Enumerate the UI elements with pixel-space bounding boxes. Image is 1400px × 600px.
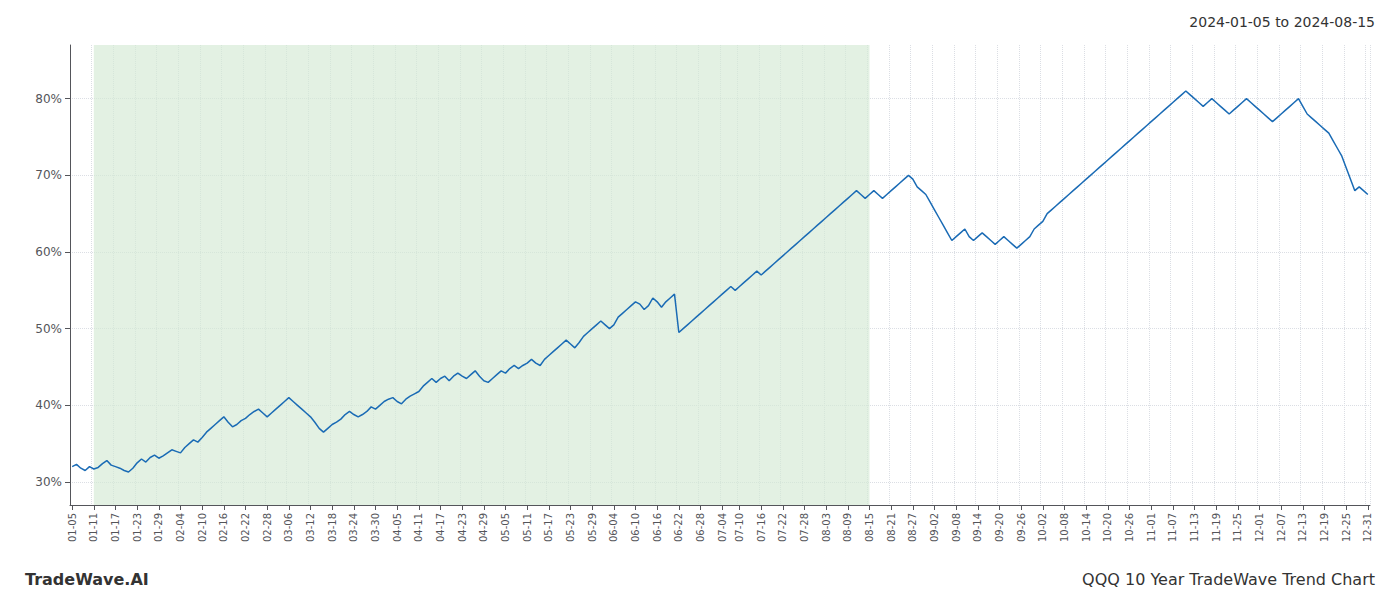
svg-text:07-22: 07-22: [777, 513, 788, 542]
svg-text:06-22: 06-22: [673, 513, 684, 542]
svg-text:QQQ 10 Year TradeWave Trend Ch: QQQ 10 Year TradeWave Trend Chart: [1082, 570, 1375, 589]
svg-text:08-15: 08-15: [864, 513, 875, 542]
svg-text:03-18: 03-18: [327, 513, 338, 542]
svg-text:12-31: 12-31: [1362, 513, 1373, 542]
svg-text:05-11: 05-11: [522, 513, 533, 542]
svg-text:80%: 80%: [35, 92, 62, 106]
svg-text:08-03: 08-03: [821, 513, 832, 542]
svg-text:01-17: 01-17: [110, 513, 121, 542]
svg-text:01-29: 01-29: [153, 513, 164, 542]
svg-text:12-19: 12-19: [1319, 513, 1330, 542]
svg-text:07-28: 07-28: [799, 513, 810, 542]
svg-text:02-28: 02-28: [262, 513, 273, 542]
svg-text:TradeWave.AI: TradeWave.AI: [25, 570, 149, 589]
svg-text:40%: 40%: [35, 398, 62, 412]
svg-text:12-13: 12-13: [1297, 513, 1308, 542]
svg-text:02-04: 02-04: [175, 513, 186, 542]
svg-text:02-16: 02-16: [218, 513, 229, 542]
svg-text:10-02: 10-02: [1037, 513, 1048, 542]
svg-text:60%: 60%: [35, 245, 62, 259]
svg-text:08-27: 08-27: [907, 513, 918, 542]
svg-text:03-24: 03-24: [348, 513, 359, 542]
svg-text:03-06: 03-06: [283, 513, 294, 542]
svg-text:12-25: 12-25: [1341, 513, 1352, 542]
svg-text:06-10: 06-10: [630, 513, 641, 542]
svg-text:2024-01-05 to 2024-08-15: 2024-01-05 to 2024-08-15: [1189, 14, 1375, 30]
svg-text:02-22: 02-22: [240, 513, 251, 542]
svg-text:10-20: 10-20: [1102, 513, 1113, 542]
svg-text:08-09: 08-09: [842, 513, 853, 542]
svg-text:11-07: 11-07: [1167, 513, 1178, 542]
svg-text:12-07: 12-07: [1276, 513, 1287, 542]
svg-text:10-26: 10-26: [1124, 513, 1135, 542]
svg-text:01-23: 01-23: [132, 513, 143, 542]
svg-text:04-05: 04-05: [392, 513, 403, 542]
svg-text:10-14: 10-14: [1081, 513, 1092, 542]
svg-text:04-29: 04-29: [478, 513, 489, 542]
svg-text:11-25: 11-25: [1232, 513, 1243, 542]
svg-text:05-05: 05-05: [500, 513, 511, 542]
svg-text:01-11: 01-11: [88, 513, 99, 542]
svg-text:05-17: 05-17: [543, 513, 554, 542]
svg-text:50%: 50%: [35, 322, 62, 336]
svg-text:70%: 70%: [35, 168, 62, 182]
svg-text:06-04: 06-04: [608, 513, 619, 542]
svg-text:11-19: 11-19: [1211, 513, 1222, 542]
svg-text:06-16: 06-16: [652, 513, 663, 542]
svg-text:30%: 30%: [35, 475, 62, 489]
svg-text:02-10: 02-10: [197, 513, 208, 542]
svg-text:07-04: 07-04: [717, 513, 728, 542]
svg-text:09-02: 09-02: [929, 513, 940, 542]
svg-text:10-08: 10-08: [1059, 513, 1070, 542]
svg-text:05-29: 05-29: [587, 513, 598, 542]
svg-text:08-21: 08-21: [886, 513, 897, 542]
svg-text:06-28: 06-28: [695, 513, 706, 542]
svg-text:05-23: 05-23: [565, 513, 576, 542]
svg-text:09-08: 09-08: [951, 513, 962, 542]
svg-text:09-14: 09-14: [972, 513, 983, 542]
svg-text:07-10: 07-10: [734, 513, 745, 542]
svg-text:01-05: 01-05: [67, 513, 78, 542]
svg-text:04-17: 04-17: [435, 513, 446, 542]
svg-text:04-11: 04-11: [413, 513, 424, 542]
svg-text:03-12: 03-12: [305, 513, 316, 542]
svg-text:09-20: 09-20: [994, 513, 1005, 542]
svg-text:12-01: 12-01: [1254, 513, 1265, 542]
svg-text:11-13: 11-13: [1189, 513, 1200, 542]
svg-text:09-26: 09-26: [1016, 513, 1027, 542]
svg-text:07-16: 07-16: [756, 513, 767, 542]
svg-text:03-30: 03-30: [370, 513, 381, 542]
svg-text:11-01: 11-01: [1146, 513, 1157, 542]
svg-text:04-23: 04-23: [457, 513, 468, 542]
